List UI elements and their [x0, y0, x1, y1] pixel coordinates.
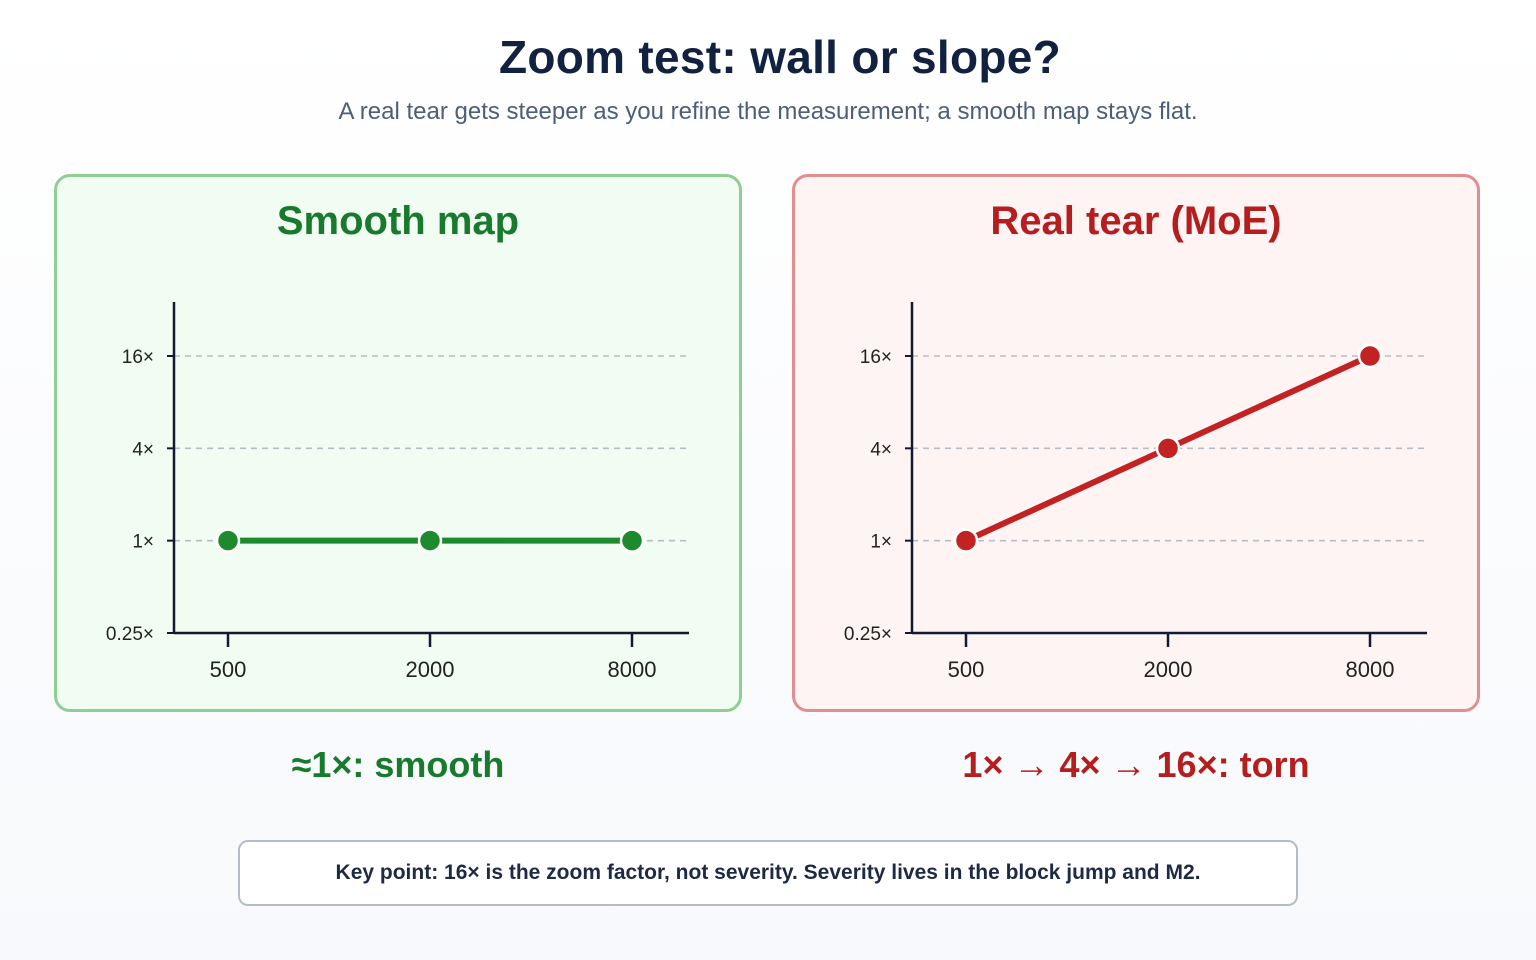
smooth-verdict: ≈1×: smooth: [291, 744, 505, 785]
real-tear-chart: 0.25× 1× 4× 16× 500 2000 8000: [844, 302, 1427, 682]
smooth-x-tick-label: 500: [210, 657, 247, 682]
tear-x-tick-label: 500: [948, 657, 985, 682]
smooth-map-chart: 0.25× 1× 4× 16× 500 2000 8000: [106, 302, 689, 682]
smooth-data-point: [417, 528, 443, 553]
smooth-map-panel: Smooth map 0.25× 1× 4× 16× 500 2000 8000: [54, 174, 742, 712]
tear-x-tick-label: 8000: [1346, 657, 1395, 682]
tear-verdict: 1× → 4× → 16×: torn: [962, 744, 1310, 785]
key-point-box: Key point: 16× is the zoom factor, not s…: [238, 840, 1298, 906]
page-title: Zoom test: wall or slope?: [498, 31, 1062, 83]
tear-y-tick-label: 1×: [870, 532, 892, 553]
tear-y-tick-label: 0.25×: [844, 624, 892, 645]
smooth-x-tick-label: 8000: [608, 657, 657, 682]
smooth-map-title: Smooth map: [276, 199, 520, 243]
tear-y-tick-label: 16×: [860, 347, 892, 368]
smooth-y-tick-label: 0.25×: [106, 624, 154, 645]
tear-data-point: [1357, 343, 1383, 369]
real-tear-title: Real tear (MoE): [990, 199, 1282, 243]
smooth-data-point: [215, 528, 241, 553]
tear-x-tick-label: 2000: [1144, 657, 1193, 682]
key-point-text: Key point: 16× is the zoom factor, not s…: [335, 861, 1201, 884]
smooth-y-tick-label: 16×: [122, 347, 154, 368]
tear-y-tick-label: 4×: [870, 439, 892, 460]
page-subtitle: A real tear gets steeper as you refine t…: [338, 98, 1198, 125]
smooth-y-tick-label: 1×: [132, 532, 154, 553]
smooth-x-tick-label: 2000: [406, 657, 455, 682]
smooth-y-tick-label: 4×: [132, 439, 154, 460]
tear-data-point: [953, 528, 979, 553]
smooth-data-point: [619, 528, 645, 553]
real-tear-panel: Real tear (MoE) 0.25× 1× 4× 16× 500 2000 8000: [792, 174, 1480, 712]
tear-data-point: [1155, 436, 1181, 461]
